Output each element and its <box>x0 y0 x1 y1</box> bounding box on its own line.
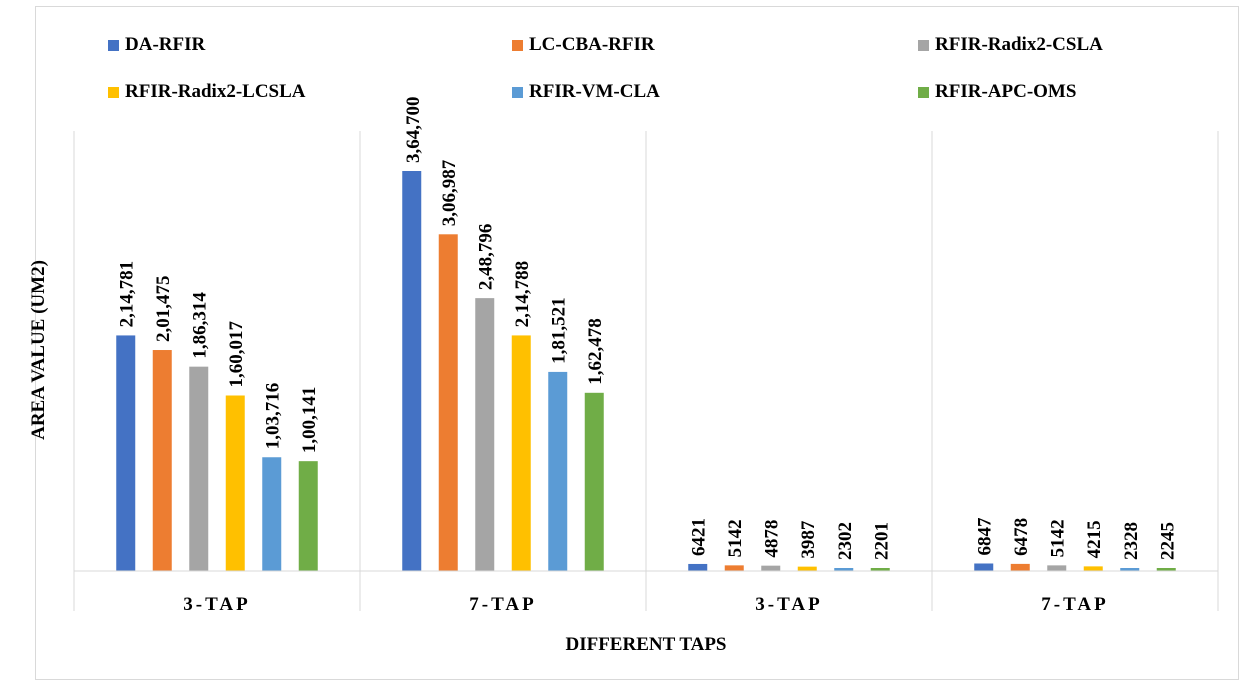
data-label: 3987 <box>798 520 819 559</box>
data-label: 6421 <box>689 518 710 556</box>
data-label: 2201 <box>871 522 892 560</box>
bar <box>475 298 495 571</box>
bar <box>262 457 282 571</box>
bar <box>724 565 744 571</box>
bar <box>834 568 854 571</box>
legend-label: RFIR-VM-CLA <box>529 81 660 102</box>
data-label: 5142 <box>725 519 746 557</box>
legend-label: DA-RFIR <box>125 34 206 55</box>
bar <box>1156 568 1176 571</box>
data-label: 2328 <box>1121 522 1142 560</box>
data-label: 4215 <box>1084 520 1105 558</box>
bar <box>511 335 531 571</box>
data-label: 2,01,475 <box>153 276 174 343</box>
bar <box>761 565 781 571</box>
chart-frame <box>35 6 1239 680</box>
bar <box>870 568 890 571</box>
data-label: 3,06,987 <box>439 159 460 226</box>
y-axis-title: AREA VALUE (UM2) <box>28 260 49 440</box>
bar <box>584 392 604 571</box>
legend-item: RFIR-Radix2-CSLA <box>918 34 1103 56</box>
legend-item: DA-RFIR <box>108 34 205 56</box>
data-label: 6847 <box>975 517 996 556</box>
x-tick-label: 7-TAP <box>469 594 536 615</box>
data-label: 1,86,314 <box>190 292 211 359</box>
legend-item: RFIR-Radix2-LCSLA <box>108 81 306 103</box>
x-tick-label: 3-TAP <box>183 594 250 615</box>
bar <box>298 461 318 571</box>
data-label: 2,14,781 <box>117 261 138 328</box>
bar <box>797 566 817 571</box>
data-label: 1,81,521 <box>549 297 570 364</box>
legend-label: RFIR-Radix2-LCSLA <box>125 81 306 102</box>
bar <box>225 395 245 571</box>
legend-swatch <box>108 39 119 51</box>
legend-item: RFIR-VM-CLA <box>512 81 660 103</box>
data-label: 6478 <box>1011 518 1032 556</box>
x-tick-label: 3-TAP <box>755 594 822 615</box>
data-label: 4878 <box>762 520 783 558</box>
bar <box>1047 565 1067 571</box>
bar <box>116 335 136 571</box>
data-label: 2,48,796 <box>476 224 497 291</box>
legend-swatch <box>512 39 523 51</box>
legend-item: LC-CBA-RFIR <box>512 34 655 56</box>
data-label: 5142 <box>1048 519 1069 557</box>
data-label: 1,00,141 <box>299 387 320 454</box>
data-label: 1,62,478 <box>585 318 606 385</box>
bar <box>1010 563 1030 571</box>
legend-label: RFIR-Radix2-CSLA <box>935 34 1103 55</box>
bar <box>688 563 708 571</box>
bar <box>152 350 172 571</box>
bar <box>1083 566 1103 571</box>
legend-label: LC-CBA-RFIR <box>529 34 655 55</box>
bar <box>548 371 568 571</box>
bar <box>402 171 422 571</box>
x-tick-label: 7-TAP <box>1041 594 1108 615</box>
legend-swatch <box>108 86 119 98</box>
data-label: 2302 <box>835 522 856 560</box>
bar <box>438 234 458 572</box>
bar <box>974 563 994 571</box>
data-label: 1,60,017 <box>226 320 247 387</box>
data-label: 2,14,788 <box>512 261 533 328</box>
bar <box>189 366 209 571</box>
legend-swatch <box>918 39 929 51</box>
x-axis-title: DIFFERENT TAPS <box>565 634 726 655</box>
legend-swatch <box>512 86 523 98</box>
data-label: 2245 <box>1157 522 1178 560</box>
legend-label: RFIR-APC-OMS <box>935 81 1077 102</box>
legend-item: RFIR-APC-OMS <box>918 81 1076 103</box>
bar <box>1120 568 1140 571</box>
data-label: 1,03,716 <box>263 383 284 450</box>
legend-swatch <box>918 86 929 98</box>
data-label: 3,64,700 <box>403 97 424 164</box>
